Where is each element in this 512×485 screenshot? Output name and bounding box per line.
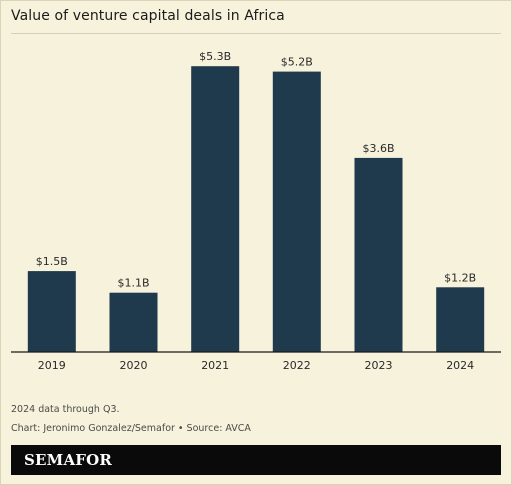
bar-chart: $1.5B$1.1B$5.3B $5.2B$3.6B$1.2B 2019 2020 2…: [11, 50, 501, 372]
data-label-2022: $5.2B: [281, 56, 313, 69]
x-tick-2021: 2021: [201, 359, 229, 372]
brand-logo: SEMAFOR: [24, 451, 113, 469]
bars-group: [27, 66, 485, 352]
bar-2022: [272, 71, 321, 352]
bar-2023: [354, 157, 403, 352]
data-label-2023: $3.6B: [362, 142, 394, 155]
x-tick-labels-group: 2019 2020 2021 2022 2023 2024: [38, 359, 474, 372]
data-label-2024: $1.2B: [444, 271, 476, 284]
bar-2024: [436, 287, 485, 352]
title-divider: [11, 33, 501, 34]
x-tick-2019: 2019: [38, 359, 66, 372]
x-tick-2022: 2022: [283, 359, 311, 372]
bar-2019: [27, 271, 76, 352]
x-tick-2023: 2023: [365, 359, 393, 372]
bar-2021: [191, 66, 240, 352]
chart-title: Value of venture capital deals in Africa: [11, 8, 285, 24]
x-tick-2024: 2024: [446, 359, 474, 372]
data-label-2021: $5.3B: [199, 50, 231, 63]
data-label-2020: $1.1B: [117, 277, 149, 290]
data-label-2019: $1.5B: [36, 255, 68, 268]
x-tick-2020: 2020: [120, 359, 148, 372]
credit-line: Chart: Jeronimo Gonzalez/Semafor • Sourc…: [11, 423, 251, 434]
bar-2020: [109, 292, 158, 352]
data-labels-group: $1.5B $1.1B $5.3B $5.2B $3.6B $1.2B: [36, 50, 476, 290]
footnote: 2024 data through Q3.: [11, 404, 120, 415]
brand-bar: SEMAFOR: [11, 445, 501, 475]
